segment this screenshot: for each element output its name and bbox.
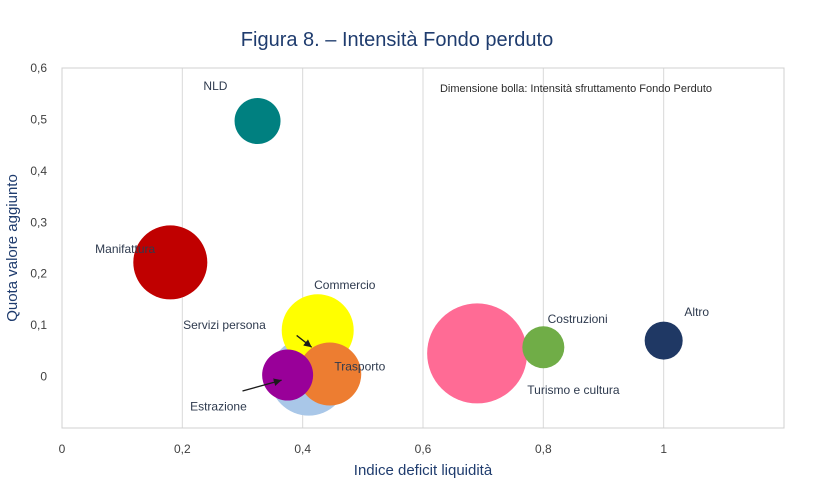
bubble-label-trasporto: Trasporto [334, 359, 385, 373]
y-tick-label: 0,5 [30, 112, 47, 126]
plot-area-frame [61, 67, 785, 429]
bubble-costruzioni [522, 326, 565, 369]
bubble-label-estrazione: Estrazione [190, 399, 247, 413]
bubble-label-costruzioni: Costruzioni [548, 312, 608, 326]
y-axis-title: Quota valore aggiunto [4, 174, 21, 322]
bubble-label-manifattura: Manifattura [95, 242, 155, 256]
y-tick-label: 0,6 [30, 61, 47, 75]
y-tick-label: 0,4 [30, 164, 47, 178]
bubble-label-servizi-persona: Servizi persona [183, 318, 266, 332]
x-tick-label: 1 [660, 442, 667, 456]
servizi-persona-arrow [296, 334, 313, 348]
bubble-altro [644, 321, 683, 360]
estrazione-arrow [242, 378, 282, 392]
bubble-label-turismo-e-cultura: Turismo e cultura [527, 383, 620, 397]
x-axis-title: Indice deficit liquidità [354, 462, 493, 479]
x-tick-label: 0 [59, 442, 66, 456]
bubble-size-annotation: Dimensione bolla: Intensità sfruttamento… [440, 83, 712, 95]
chart-title: Figura 8. – Intensità Fondo perduto [241, 29, 553, 51]
bubble-label-nld: NLD [203, 79, 227, 93]
tick-labels: 0 0,2 0,4 0,6 0,8 1 0 0,1 0,2 0,3 0,4 0,5 0,6 [30, 61, 667, 456]
callout-arrows [242, 334, 313, 392]
bubble-estrazione [262, 349, 314, 401]
y-tick-label: 0 [40, 370, 47, 384]
x-tick-label: 0,6 [415, 442, 432, 456]
bubble-trasporto [298, 342, 362, 406]
x-tick-label: 0,2 [174, 442, 191, 456]
bubble-labels: NLD Manifattura Commercio Servizi persona Tr… [95, 79, 709, 413]
bubble-manifattura [133, 225, 208, 300]
x-tick-label: 0,8 [535, 442, 552, 456]
y-tick-label: 0,3 [30, 215, 47, 229]
y-tick-label: 0,1 [30, 318, 47, 332]
y-tick-label: 0,2 [30, 267, 47, 281]
bubble-nld [234, 97, 281, 144]
bubble-label-altro: Altro [684, 305, 709, 319]
bubble-label-commercio: Commercio [314, 278, 376, 292]
bubbles-layer [133, 97, 683, 416]
x-tick-label: 0,4 [294, 442, 311, 456]
bubble-turismo-e-cultura [427, 303, 528, 404]
